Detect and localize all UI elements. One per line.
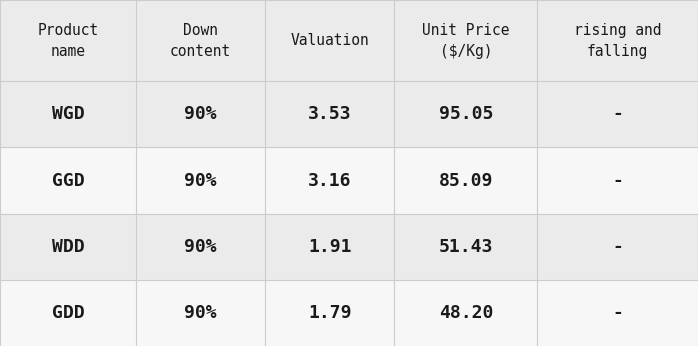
Bar xyxy=(136,81,265,147)
Text: Valuation: Valuation xyxy=(290,33,369,48)
Text: 95.05: 95.05 xyxy=(439,106,493,124)
Bar xyxy=(136,0,265,81)
Bar xyxy=(0,147,136,214)
Bar xyxy=(394,213,537,280)
Text: rising and
falling: rising and falling xyxy=(574,22,662,59)
Text: -: - xyxy=(612,238,623,256)
Text: -: - xyxy=(612,106,623,124)
Text: 51.43: 51.43 xyxy=(439,238,493,256)
Text: WGD: WGD xyxy=(52,106,84,124)
Bar xyxy=(265,280,394,346)
Text: -: - xyxy=(612,304,623,322)
Bar xyxy=(265,81,394,147)
Bar xyxy=(136,280,265,346)
Bar xyxy=(136,213,265,280)
Bar xyxy=(537,280,698,346)
Text: Unit Price
($/Kg): Unit Price ($/Kg) xyxy=(422,22,510,59)
Bar xyxy=(0,280,136,346)
Text: WDD: WDD xyxy=(52,238,84,256)
Bar xyxy=(394,147,537,214)
Text: 90%: 90% xyxy=(184,172,217,190)
Bar xyxy=(0,81,136,147)
Bar xyxy=(136,147,265,214)
Text: 1.91: 1.91 xyxy=(308,238,352,256)
Text: Product
name: Product name xyxy=(38,22,98,59)
Bar xyxy=(394,280,537,346)
Bar xyxy=(537,213,698,280)
Text: 90%: 90% xyxy=(184,106,217,124)
Bar xyxy=(537,147,698,214)
Text: 90%: 90% xyxy=(184,304,217,322)
Bar xyxy=(537,81,698,147)
Text: 3.16: 3.16 xyxy=(308,172,352,190)
Text: -: - xyxy=(612,172,623,190)
Text: 85.09: 85.09 xyxy=(439,172,493,190)
Bar xyxy=(265,147,394,214)
Bar xyxy=(265,0,394,81)
Text: 3.53: 3.53 xyxy=(308,106,352,124)
Text: GGD: GGD xyxy=(52,172,84,190)
Bar xyxy=(0,213,136,280)
Text: 48.20: 48.20 xyxy=(439,304,493,322)
Text: GDD: GDD xyxy=(52,304,84,322)
Bar xyxy=(537,0,698,81)
Bar xyxy=(265,213,394,280)
Text: Down
content: Down content xyxy=(170,22,231,59)
Text: 1.79: 1.79 xyxy=(308,304,352,322)
Bar xyxy=(0,0,136,81)
Text: 90%: 90% xyxy=(184,238,217,256)
Bar xyxy=(394,0,537,81)
Bar xyxy=(394,81,537,147)
